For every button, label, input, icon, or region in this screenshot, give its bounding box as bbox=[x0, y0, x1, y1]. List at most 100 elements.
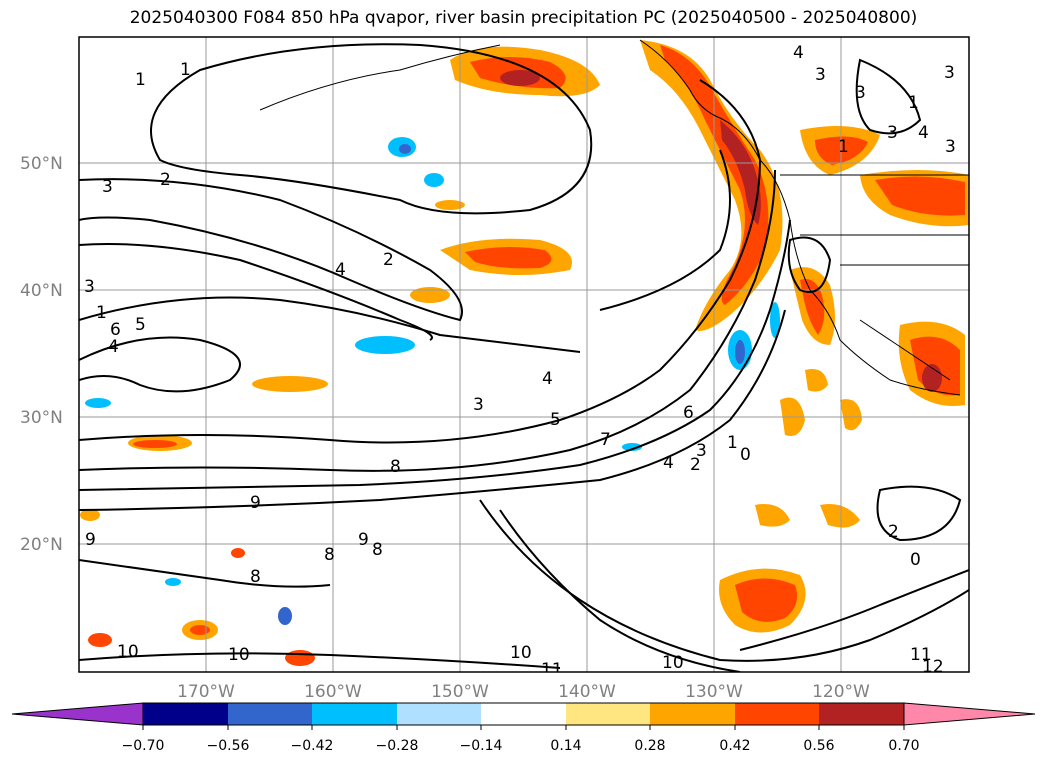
precip-patch bbox=[720, 120, 761, 225]
contour-label: 10 bbox=[510, 643, 532, 663]
colorbar-tick-label: −0.70 bbox=[122, 738, 165, 754]
contour-line bbox=[79, 219, 791, 491]
contour-label: 3 bbox=[696, 441, 707, 461]
colorbar-segment bbox=[397, 703, 481, 725]
precip-patch bbox=[252, 376, 328, 392]
contour-line bbox=[79, 296, 581, 353]
lat-label: 50°N bbox=[20, 154, 63, 174]
colorbar: −0.70 −0.56 −0.42 −0.28 −0.14 0.14 0.28 … bbox=[11, 702, 1036, 754]
precip-patch bbox=[399, 144, 411, 154]
lon-label: 130°W bbox=[685, 682, 743, 702]
precip-patch bbox=[410, 287, 450, 303]
colorbar-tick-label: 0.70 bbox=[888, 738, 919, 754]
contour-label: 3 bbox=[855, 83, 866, 103]
precip-patch bbox=[622, 443, 642, 451]
contour-label: 4 bbox=[663, 453, 674, 473]
contour-label: 2 bbox=[383, 250, 394, 270]
contour-label: 8 bbox=[372, 540, 383, 560]
contour-label: 11 bbox=[541, 660, 563, 680]
colorbar-segment bbox=[481, 703, 566, 725]
precip-patch bbox=[465, 246, 552, 269]
colorbar-segment bbox=[228, 703, 312, 725]
contour-label: 3 bbox=[944, 63, 955, 83]
graticule bbox=[79, 37, 969, 672]
contour-label: 2 bbox=[160, 170, 171, 190]
lon-label: 160°W bbox=[304, 682, 362, 702]
contour-label: 8 bbox=[250, 567, 261, 587]
contour-label: 1 bbox=[838, 137, 849, 157]
contour-label: 1 bbox=[96, 303, 107, 323]
contour-labels: 1 1 3 2 2 4 3 1 6 5 4 4 3 5 7 6 4 3 2 1 … bbox=[84, 43, 956, 680]
colorbar-tick-label: −0.56 bbox=[207, 738, 250, 754]
longitude-labels: 170°W 160°W 150°W 140°W 130°W 120°W bbox=[177, 682, 870, 702]
contour-label: 7 bbox=[600, 430, 611, 450]
contour-label: 9 bbox=[85, 530, 96, 550]
colorbar-extend-low bbox=[11, 702, 144, 726]
colorbar-segment bbox=[143, 703, 228, 725]
contour-label: 1 bbox=[135, 70, 146, 90]
colorbar-ticks bbox=[142, 725, 905, 730]
map-frame bbox=[78, 36, 970, 673]
colorbar-segment bbox=[566, 703, 650, 725]
contour-label: 3 bbox=[945, 137, 956, 157]
contour-label: 1 bbox=[908, 93, 919, 113]
contour-label: 4 bbox=[918, 123, 929, 143]
contour-label: 3 bbox=[102, 177, 113, 197]
map-area: 1 1 3 2 2 4 3 1 6 5 4 4 3 5 7 6 4 3 2 1 … bbox=[79, 37, 969, 680]
map-title: 2025040300 F084 850 hPa qvapor, river ba… bbox=[129, 8, 918, 28]
contour-label: 8 bbox=[324, 545, 335, 565]
colorbar-tick-label: −0.14 bbox=[460, 738, 503, 754]
contour-line bbox=[150, 43, 593, 215]
contour-line bbox=[79, 559, 331, 588]
contour-label: 5 bbox=[135, 315, 146, 335]
lon-label: 120°W bbox=[812, 682, 870, 702]
contour-label: 3 bbox=[815, 65, 826, 85]
colorbar-segment bbox=[735, 703, 819, 725]
contour-label: 8 bbox=[390, 457, 401, 477]
contour-line bbox=[787, 236, 832, 293]
contour-label: 4 bbox=[542, 369, 553, 389]
colorbar-segment bbox=[312, 703, 397, 725]
contour-label: 2 bbox=[888, 522, 899, 542]
contour-line bbox=[79, 336, 241, 393]
colorbar-extend-high bbox=[903, 702, 1036, 726]
colorbar-segment bbox=[650, 703, 735, 725]
lat-label: 40°N bbox=[20, 281, 63, 301]
colorbar-tick-label: 0.28 bbox=[634, 738, 665, 754]
colorbar-tick-label: 0.14 bbox=[550, 738, 581, 754]
precip-patch bbox=[770, 302, 780, 338]
contour-line bbox=[855, 58, 922, 135]
contour-line bbox=[79, 652, 561, 669]
contour-label: 4 bbox=[793, 43, 804, 63]
contour-line bbox=[479, 499, 969, 662]
contour-label: 10 bbox=[662, 653, 684, 673]
contour-line bbox=[79, 309, 786, 511]
colorbar-tick-label: 0.56 bbox=[803, 738, 834, 754]
contour-line bbox=[79, 79, 762, 444]
contour-line bbox=[739, 569, 969, 651]
contour-line bbox=[79, 169, 776, 472]
precip-patch bbox=[435, 200, 465, 210]
contour-label: 4 bbox=[108, 337, 119, 357]
precip-patch bbox=[190, 625, 210, 635]
precip-patch bbox=[424, 173, 444, 187]
precip-patch bbox=[355, 336, 415, 354]
contour-line bbox=[499, 509, 741, 672]
precip-patch bbox=[165, 578, 181, 586]
contour-label: 1 bbox=[180, 60, 191, 80]
contour-label: 1 bbox=[727, 433, 738, 453]
precip-patch bbox=[80, 509, 100, 521]
contour-label: 10 bbox=[117, 642, 139, 662]
precip-patch bbox=[755, 504, 790, 527]
precip-patch bbox=[820, 504, 860, 528]
precip-patch bbox=[800, 279, 825, 335]
contour-label: 3 bbox=[84, 277, 95, 297]
lat-label: 20°N bbox=[20, 535, 63, 555]
precip-patch bbox=[735, 340, 745, 364]
contour-line bbox=[79, 178, 463, 322]
precip-patch bbox=[133, 440, 177, 448]
contour-label: 0 bbox=[740, 445, 751, 465]
precip-patch bbox=[231, 548, 245, 558]
contour-label: 9 bbox=[358, 530, 369, 550]
